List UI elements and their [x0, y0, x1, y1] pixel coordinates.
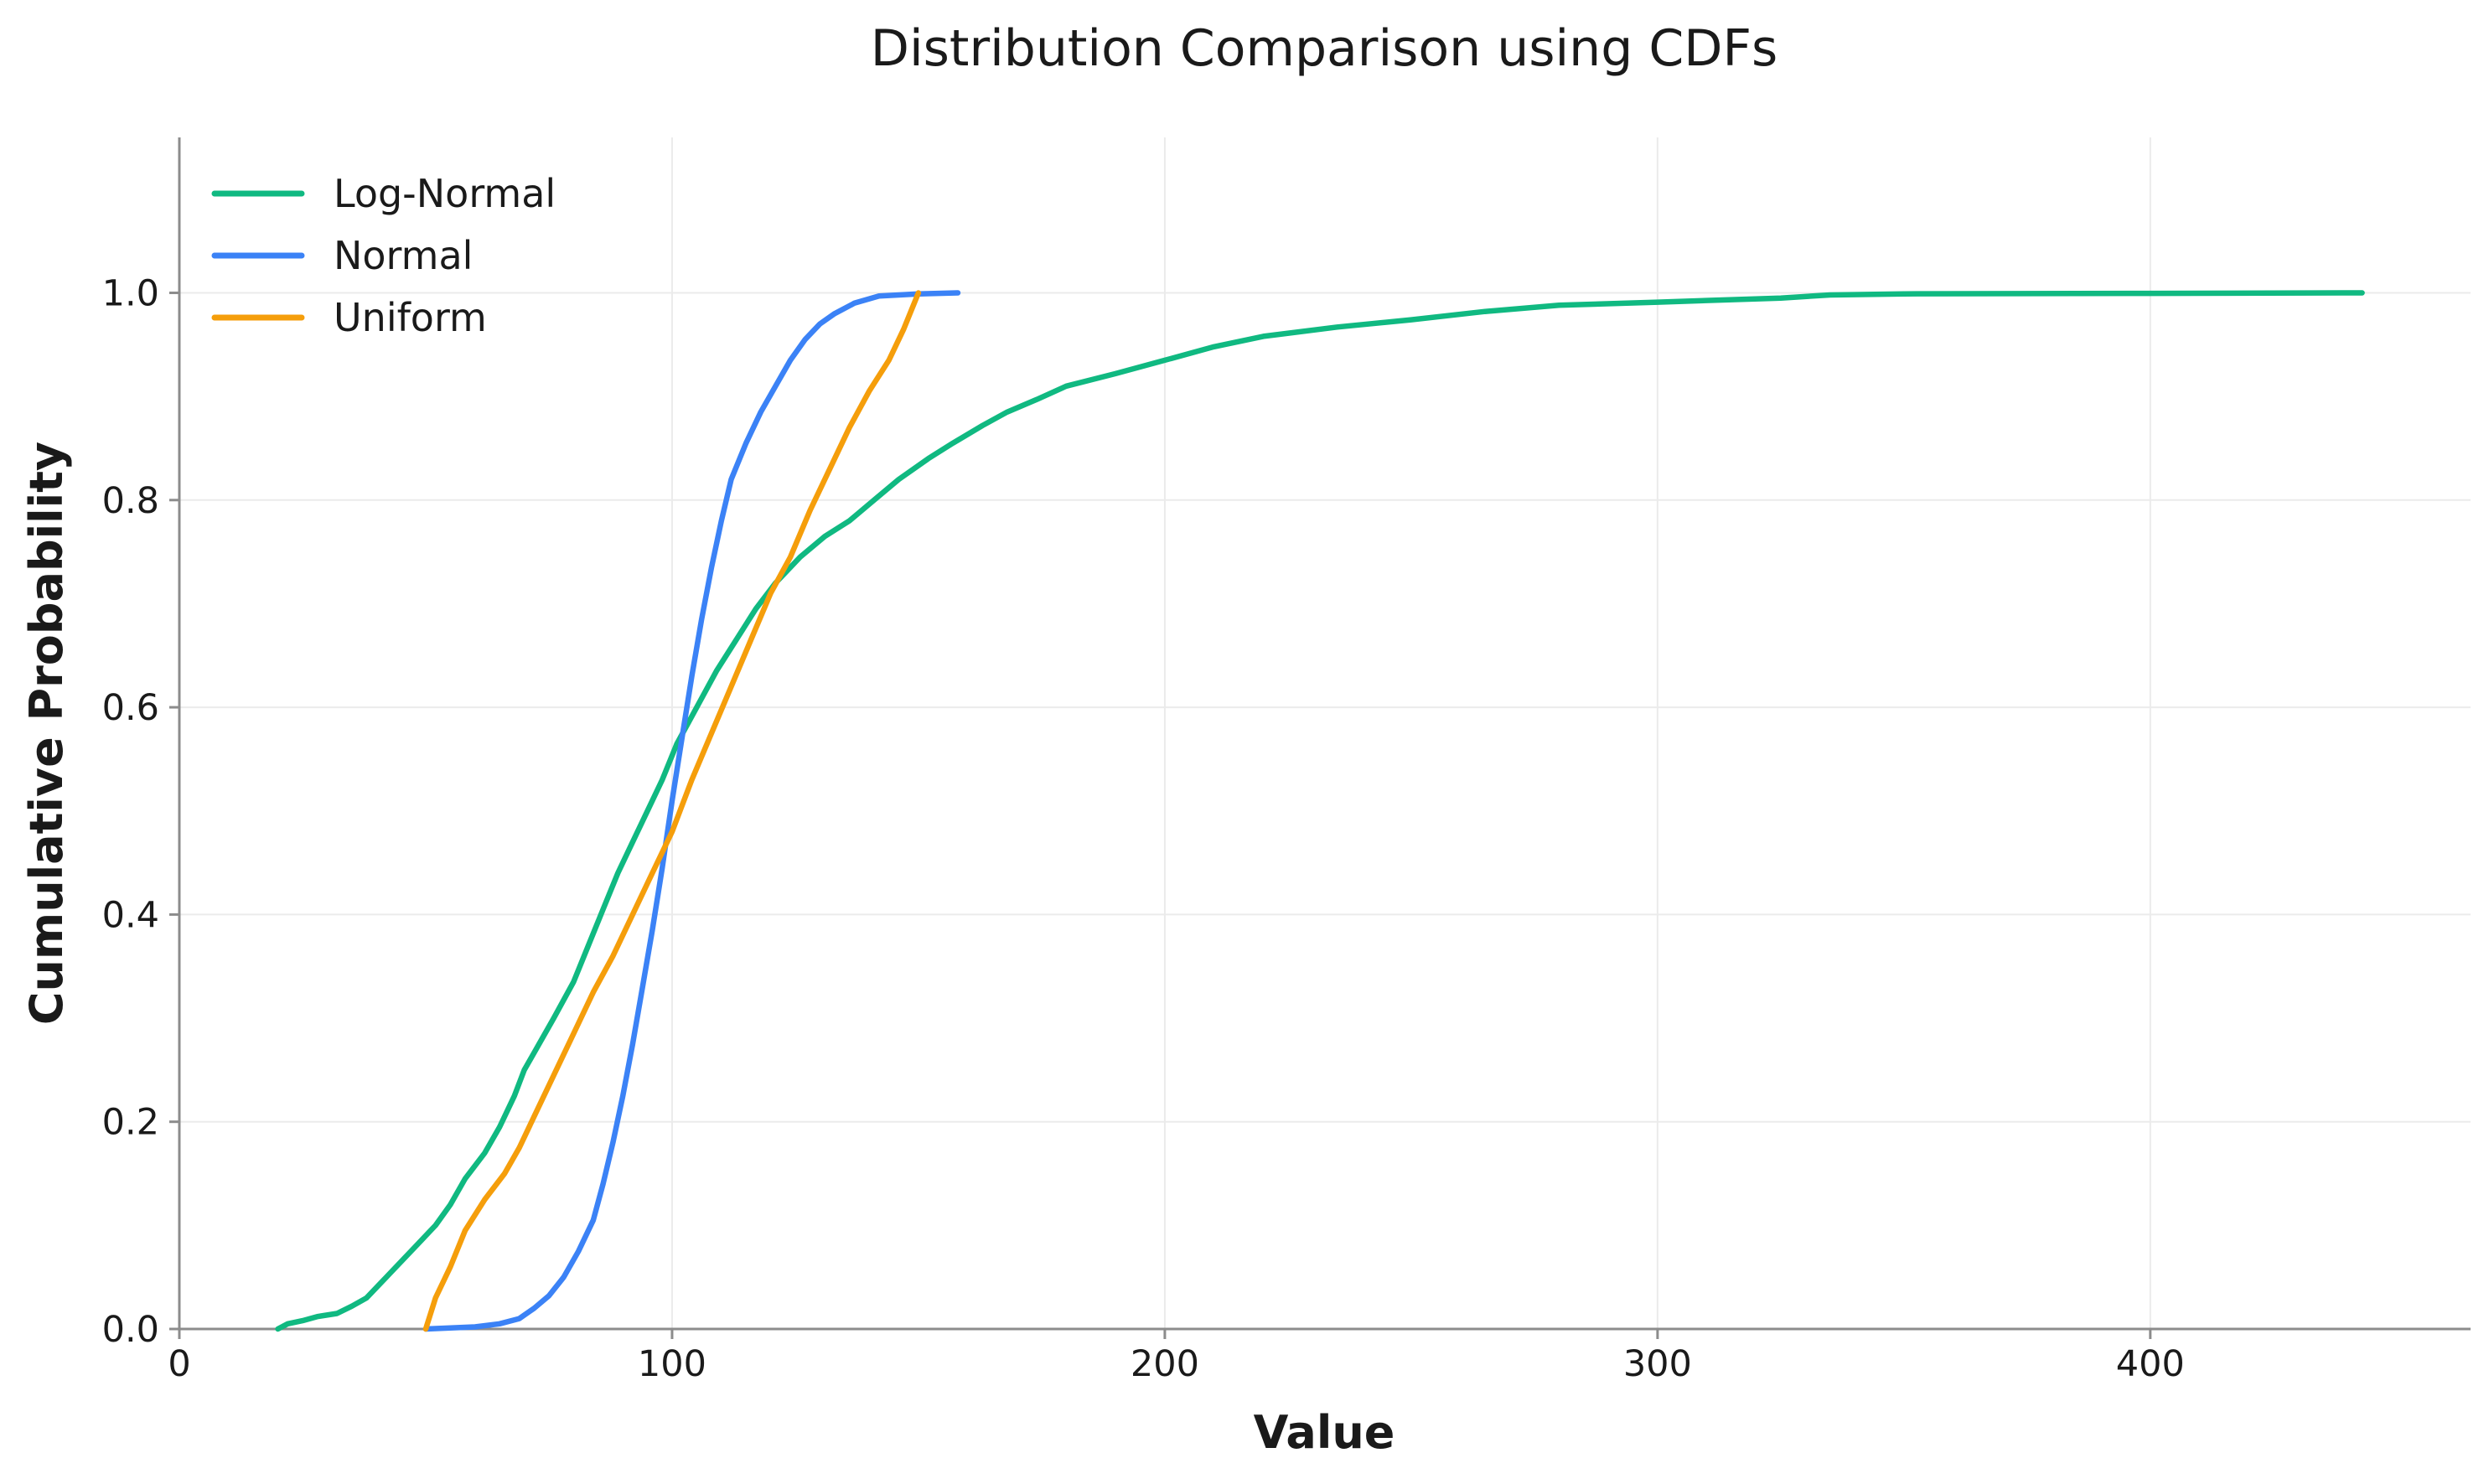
x-tick-label: 400 — [2116, 1343, 2185, 1385]
x-axis-label: Value — [1254, 1406, 1395, 1459]
axes — [178, 137, 2471, 1331]
series-line-log-normal — [275, 290, 2365, 1332]
y-tick-label: 0.6 — [102, 687, 159, 729]
x-tick-label: 200 — [1131, 1343, 1199, 1385]
y-tick-label: 0.0 — [102, 1309, 159, 1351]
series — [275, 290, 2365, 1332]
x-tick-label: 300 — [1623, 1343, 1692, 1385]
x-tick-label: 0 — [168, 1343, 190, 1385]
legend: Log-Normal Normal Uniform — [211, 171, 556, 340]
y-tick-label: 0.8 — [102, 480, 159, 522]
series-line-uniform — [422, 290, 922, 1332]
y-tick-label: 0.2 — [102, 1102, 159, 1144]
chart-title: Distribution Comparison using CDFs — [871, 19, 1777, 78]
series-line-normal — [422, 290, 961, 1332]
x-tick-label: 100 — [638, 1343, 706, 1385]
grid — [179, 137, 2471, 1329]
ticks: 0 100 200 300 400 0.0 0.2 0.4 0.6 0.8 1.0 — [102, 272, 2185, 1385]
legend-label-normal: Normal — [334, 233, 473, 278]
legend-label-uniform: Uniform — [334, 295, 487, 340]
y-tick-label: 1.0 — [102, 272, 159, 314]
y-axis-label: Cumulative Probability — [20, 442, 73, 1025]
y-tick-label: 0.4 — [102, 894, 159, 936]
legend-label-log-normal: Log-Normal — [334, 171, 556, 216]
